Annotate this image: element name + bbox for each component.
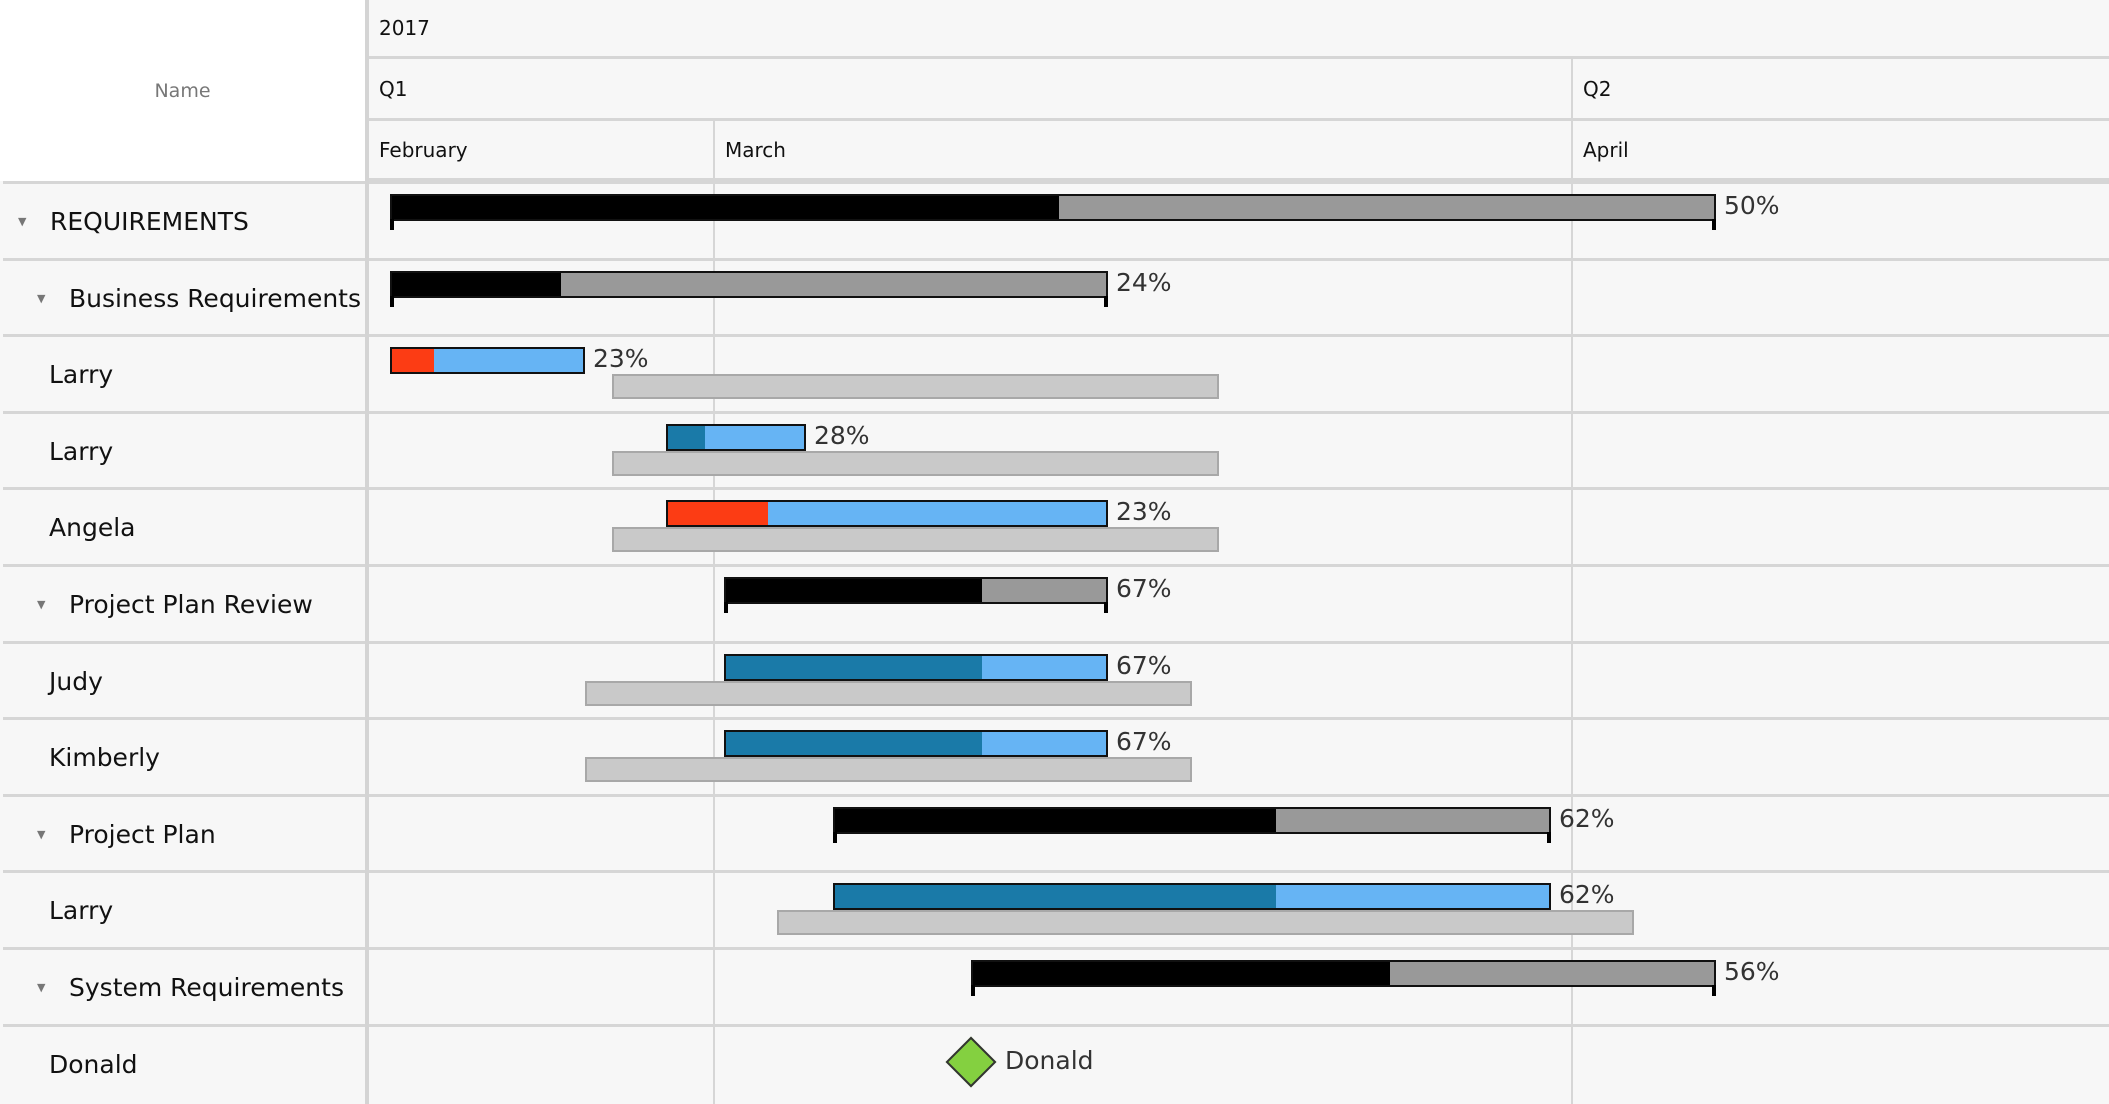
timescale-header: 2017 Q1 Q2 February March April (369, 0, 2109, 181)
row-name-label: Donald (49, 1049, 138, 1079)
row-name-cell[interactable]: ▼ REQUIREMENTS (3, 184, 380, 258)
row-name-cell[interactable]: Donald (3, 1027, 411, 1101)
baseline-bar (612, 527, 1219, 552)
row-name-cell[interactable]: Judy (3, 644, 411, 718)
summary-bar[interactable] (833, 807, 1551, 843)
row-name-label: Angela (49, 512, 136, 542)
month-label: February (379, 137, 468, 162)
month-label: April (1583, 137, 1629, 162)
quarter-tier: Q1 Q2 (369, 59, 2109, 121)
task-row[interactable]: Larry (3, 870, 2109, 947)
row-name-cell[interactable]: ▼ System Requirements (3, 950, 399, 1024)
quarter-label: Q2 (1583, 76, 1612, 101)
month-label: March (725, 137, 786, 162)
task-row[interactable]: Judy (3, 641, 2109, 718)
task-row[interactable]: Larry (3, 411, 2109, 488)
row-name-cell[interactable]: Kimberly (3, 720, 411, 794)
task-progress (392, 349, 434, 372)
row-name-label: Project Plan Review (69, 589, 313, 619)
task-progress (668, 502, 768, 525)
year-tier: 2017 (369, 0, 2109, 59)
name-column-header[interactable]: Name (0, 0, 365, 181)
summary-row[interactable]: ▼ Business Requirements (3, 258, 2109, 335)
month-cell-march: March (713, 121, 1572, 178)
summary-row[interactable]: ▼ REQUIREMENTS (3, 181, 2109, 258)
month-tier: February March April (369, 121, 2109, 181)
row-name-cell[interactable]: ▼ Business Requirements (3, 261, 399, 335)
summary-row[interactable]: ▼ System Requirements (3, 947, 2109, 1024)
expand-collapse-icon[interactable]: ▼ (37, 980, 46, 994)
task-bar[interactable] (724, 654, 1108, 681)
task-bar[interactable] (390, 347, 585, 374)
row-name-label: Larry (49, 436, 114, 466)
summary-row[interactable]: ▼ Project Plan (3, 794, 2109, 871)
quarter-cell-q1: Q1 (369, 59, 1572, 118)
splitter[interactable] (365, 0, 369, 1104)
month-cell-april: April (1571, 121, 2109, 178)
gridline-march (713, 121, 715, 1104)
baseline-bar (612, 374, 1219, 399)
month-cell-february: February (369, 121, 714, 178)
baseline-bar (585, 757, 1192, 782)
quarter-cell-q2: Q2 (1571, 59, 2109, 118)
baseline-bar (585, 681, 1192, 706)
row-name-label: Business Requirements (69, 283, 361, 313)
expand-collapse-icon[interactable]: ▼ (37, 827, 46, 841)
row-name-cell[interactable]: Larry (3, 337, 411, 411)
summary-bar[interactable] (724, 577, 1108, 613)
quarter-label: Q1 (379, 76, 408, 101)
row-name-cell[interactable]: Larry (3, 873, 411, 947)
name-header-label: Name (154, 79, 211, 102)
row-name-cell[interactable]: ▼ Project Plan (3, 797, 399, 871)
row-name-cell[interactable]: ▼ Project Plan Review (3, 567, 399, 641)
summary-progress (726, 579, 982, 602)
task-progress (726, 732, 982, 755)
row-name-label: Larry (49, 359, 114, 389)
summary-bar[interactable] (390, 194, 1716, 230)
task-bar[interactable] (666, 424, 806, 451)
task-row[interactable]: Donald (3, 1024, 2109, 1101)
summary-progress (973, 962, 1390, 985)
expand-collapse-icon[interactable]: ▼ (37, 291, 46, 305)
row-name-cell[interactable]: Angela (3, 490, 411, 564)
task-row[interactable]: Kimberly (3, 717, 2109, 794)
summary-progress (392, 196, 1059, 219)
row-name-label: Larry (49, 895, 114, 925)
task-row[interactable]: Angela (3, 487, 2109, 564)
task-bar[interactable] (833, 883, 1551, 910)
expand-collapse-icon[interactable]: ▼ (37, 597, 46, 611)
row-name-label: Kimberly (49, 742, 160, 772)
expand-collapse-icon[interactable]: ▼ (18, 214, 27, 228)
task-progress (668, 426, 705, 449)
task-bar[interactable] (666, 500, 1108, 527)
summary-progress (392, 273, 561, 296)
row-name-label: Project Plan (69, 819, 216, 849)
row-name-cell[interactable]: Larry (3, 414, 411, 488)
baseline-bar (612, 451, 1219, 476)
task-bar[interactable] (724, 730, 1108, 757)
row-name-label: REQUIREMENTS (50, 206, 249, 236)
task-progress (726, 656, 982, 679)
baseline-bar (777, 910, 1634, 935)
summary-bar[interactable] (971, 960, 1716, 996)
task-progress (835, 885, 1276, 908)
task-row[interactable]: Larry (3, 334, 2109, 411)
summary-row[interactable]: ▼ Project Plan Review (3, 564, 2109, 641)
row-name-label: System Requirements (69, 972, 344, 1002)
summary-progress (835, 809, 1276, 832)
year-label: 2017 (379, 16, 430, 40)
year-cell: 2017 (369, 0, 2109, 56)
summary-bar[interactable] (390, 271, 1108, 307)
row-name-label: Judy (49, 666, 103, 696)
gridline-april (1571, 59, 1573, 1104)
